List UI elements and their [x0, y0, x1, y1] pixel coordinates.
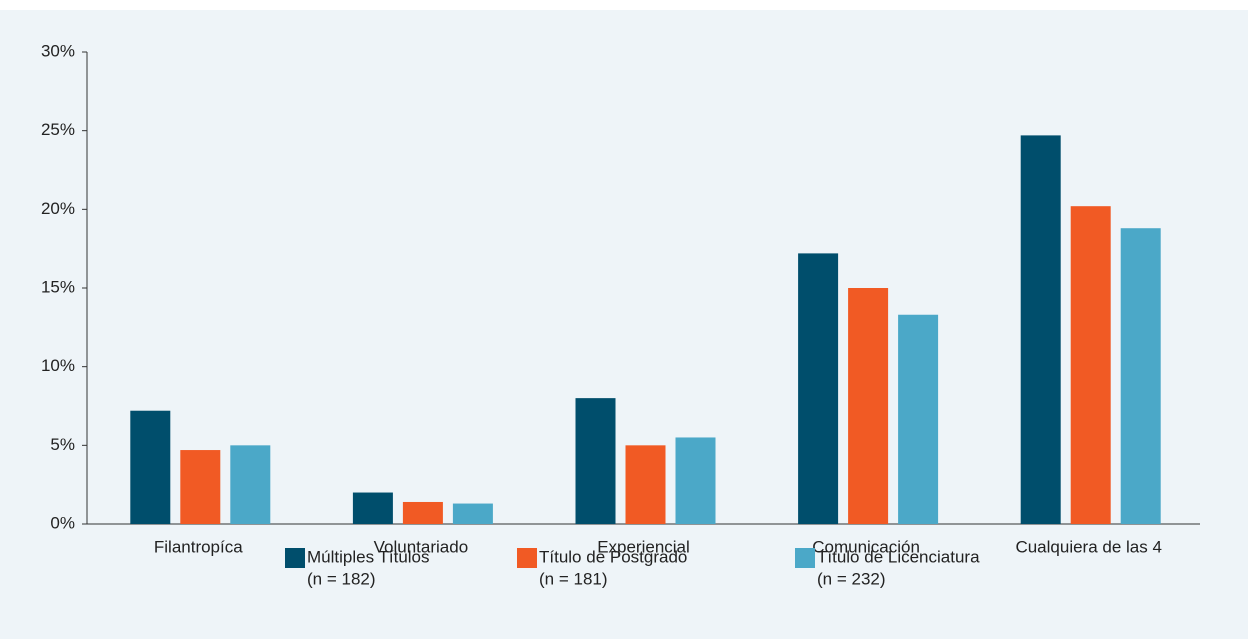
legend-swatch [517, 548, 537, 568]
x-tick-label: Cualquiera de las 4 [1015, 537, 1161, 556]
legend-sample: (n = 232) [817, 569, 886, 588]
bar [1120, 228, 1161, 525]
legend-sample: (n = 182) [307, 569, 376, 588]
bar [898, 314, 939, 524]
bar [452, 503, 493, 524]
bar [575, 398, 616, 524]
bar [180, 450, 221, 524]
y-tick-label: 0% [50, 513, 75, 532]
x-tick-label: Voluntariado [374, 537, 469, 556]
y-tick-label: 10% [41, 356, 75, 375]
y-tick-label: 20% [41, 199, 75, 218]
legend-label: Título de Licenciatura [817, 547, 980, 566]
legend-label: Título de Postgrado [539, 547, 687, 566]
bar [402, 501, 443, 524]
legend-swatch [285, 548, 305, 568]
y-tick-label: 5% [50, 435, 75, 454]
bar [1020, 135, 1061, 525]
x-tick-label: Filantropíca [154, 537, 243, 556]
bar [230, 445, 271, 524]
legend-label: Múltiples Títulos [307, 547, 430, 566]
legend-swatch [795, 548, 815, 568]
bar [625, 445, 666, 524]
y-tick-label: 30% [41, 41, 75, 60]
x-tick-label: Comunicación [812, 537, 920, 556]
bar [1070, 206, 1111, 525]
bar [848, 288, 889, 524]
bar [352, 492, 393, 524]
bar [675, 437, 716, 524]
bar [130, 410, 171, 524]
x-tick-label: Experiencial [597, 537, 690, 556]
y-tick-label: 15% [41, 277, 75, 296]
legend-sample: (n = 181) [539, 569, 608, 588]
bar [798, 253, 839, 525]
y-tick-label: 25% [41, 120, 75, 139]
